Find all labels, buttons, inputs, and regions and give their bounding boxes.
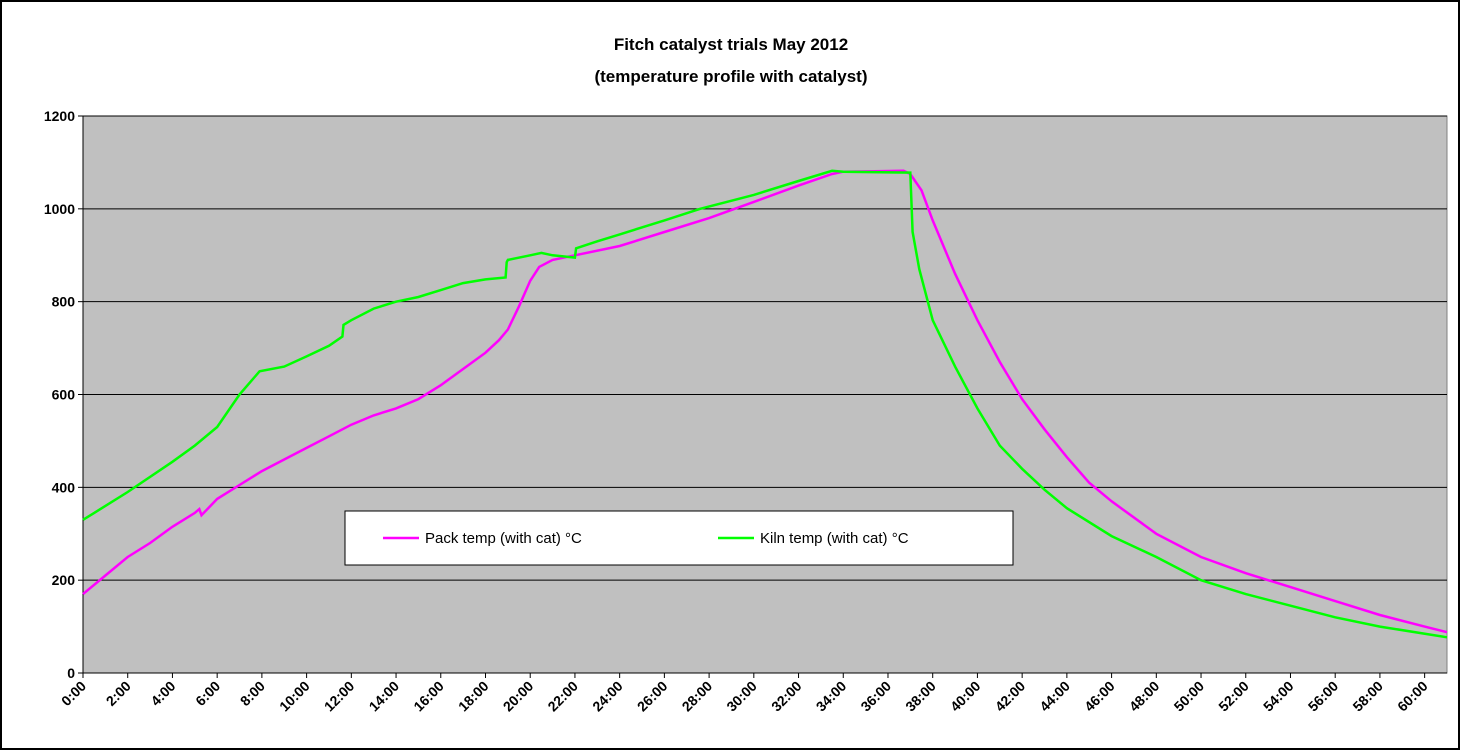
y-tick-label: 600 [52,387,76,403]
legend-label: Kiln temp (with cat) °C [760,530,909,547]
series-line [82,169,1448,639]
y-tick-label: 1000 [44,201,75,217]
y-tick-label: 200 [52,572,76,588]
y-tick-label: 800 [52,294,76,310]
legend-box [344,510,1014,566]
chart-title: Fitch catalyst trials May 2012 [614,35,848,54]
y-tick-label: 400 [52,479,76,495]
y-tick-label: 0 [67,665,75,681]
chart-subtitle: (temperature profile with catalyst) [594,67,867,86]
y-tick-label: 1200 [44,108,75,124]
legend-label: Pack temp (with cat) °C [425,530,582,547]
